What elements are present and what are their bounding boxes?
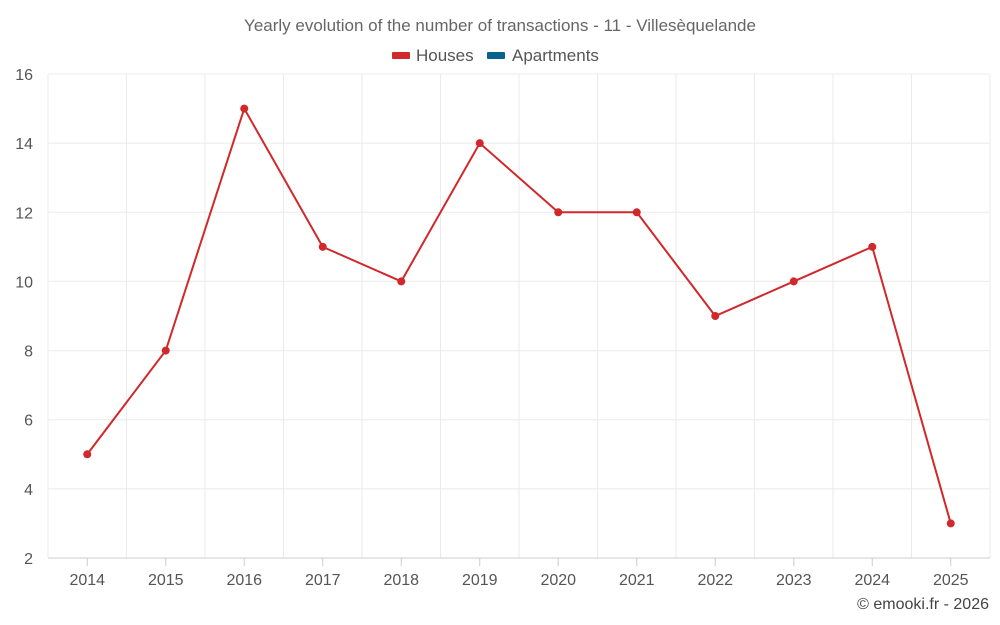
data-point[interactable] (397, 277, 406, 286)
legend: Houses Apartments (392, 46, 599, 65)
y-tick-label: 16 (15, 67, 33, 84)
grid (47, 73, 991, 558)
data-point[interactable] (711, 312, 720, 320)
x-tick-label: 2017 (305, 572, 341, 589)
credit-text: © emooki.fr - 2026 (857, 596, 989, 613)
data-point[interactable] (632, 208, 641, 217)
data-point[interactable] (83, 450, 92, 459)
legend-label-apartments: Apartments (512, 46, 599, 65)
x-tick-label: 2023 (776, 572, 812, 589)
x-tick-label: 2025 (933, 572, 969, 589)
data-point[interactable] (161, 346, 170, 355)
data-point[interactable] (946, 519, 955, 528)
data-point[interactable] (789, 277, 798, 286)
legend-item-houses[interactable]: Houses (392, 46, 474, 65)
y-tick-label: 12 (15, 205, 33, 222)
y-tick-label: 14 (15, 136, 33, 153)
legend-label-houses: Houses (416, 46, 474, 65)
x-tick-label: 2016 (226, 572, 262, 589)
data-point[interactable] (240, 104, 249, 113)
y-tick-label: 10 (15, 274, 33, 291)
x-tick-label: 2019 (462, 572, 498, 589)
y-tick-label: 8 (24, 344, 33, 361)
data-point[interactable] (554, 208, 563, 217)
series (83, 104, 955, 528)
x-tick-label: 2022 (697, 572, 733, 589)
chart-title: Yearly evolution of the number of transa… (244, 16, 756, 35)
series-line-houses (86, 106, 952, 524)
x-tick-label: 2021 (619, 572, 655, 589)
legend-swatch-apartments (487, 52, 505, 59)
x-tick-label: 2024 (854, 572, 890, 589)
y-tick-label: 2 (24, 551, 33, 568)
x-tick-label: 2015 (148, 572, 184, 589)
x-tick-label: 2018 (383, 572, 419, 589)
y-tick-label: 4 (24, 482, 33, 499)
x-tick-label: 2020 (540, 572, 576, 589)
legend-item-apartments[interactable]: Apartments (487, 46, 599, 65)
y-tick-label: 6 (24, 413, 33, 430)
axes: 2 4 6 8 10 12 14 16 2014 2015 2016 2017 2018 2019 2020… (15, 67, 990, 589)
legend-swatch-houses (392, 52, 410, 59)
data-point[interactable] (868, 242, 877, 251)
data-point[interactable] (475, 139, 484, 148)
x-tick-label: 2014 (69, 572, 105, 589)
data-point[interactable] (318, 242, 327, 251)
